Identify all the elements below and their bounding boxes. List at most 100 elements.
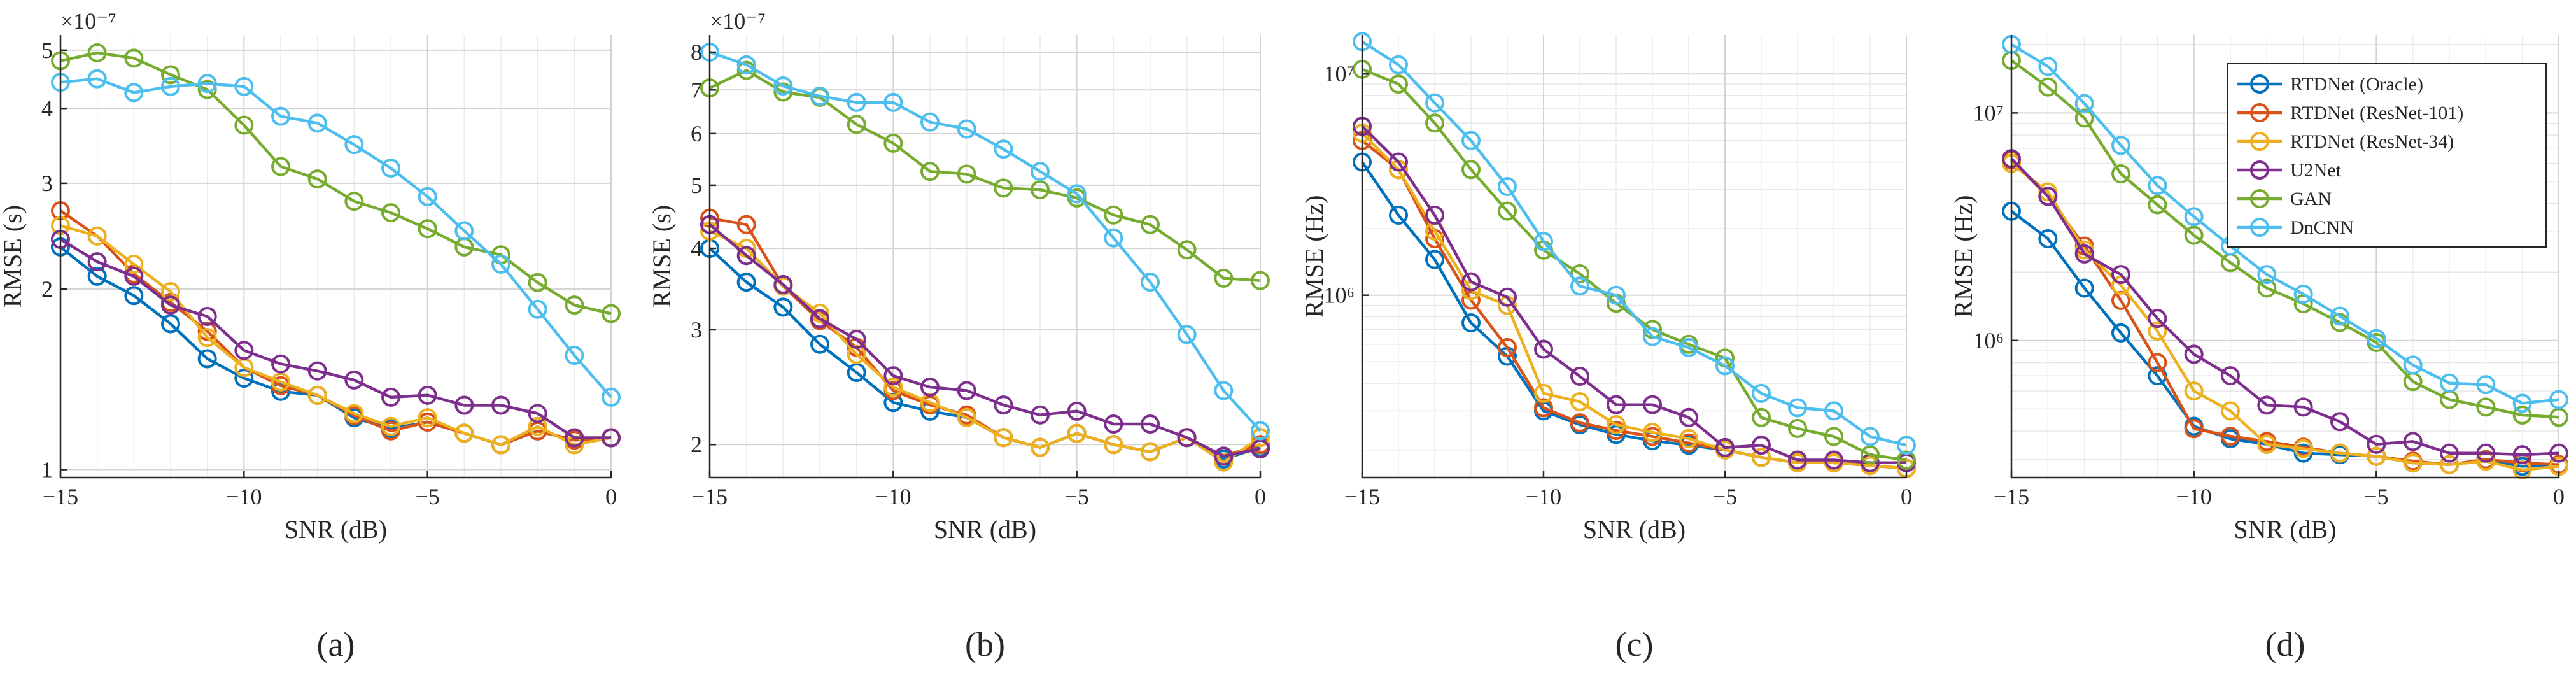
series-dncnn xyxy=(51,69,621,407)
data-point xyxy=(1788,450,1807,470)
data-point xyxy=(197,322,217,341)
data-point xyxy=(234,369,254,388)
data-point xyxy=(271,354,290,374)
series-dncnn xyxy=(1353,32,1916,455)
subplot-label: (d) xyxy=(2265,625,2305,663)
data-point xyxy=(602,304,621,323)
x-axis-label: SNR (dB) xyxy=(2234,515,2336,544)
data-point xyxy=(2403,432,2423,451)
data-point xyxy=(1177,428,1197,448)
data-point xyxy=(1104,228,1123,248)
data-point xyxy=(1752,383,1771,403)
data-point xyxy=(1425,250,1444,269)
data-point xyxy=(307,385,327,405)
legend-item: RTDNet (ResNet-101) xyxy=(2237,103,2463,124)
data-point xyxy=(528,299,547,319)
plot-area xyxy=(710,35,1260,478)
data-point xyxy=(2549,443,2568,463)
data-point xyxy=(1389,55,1408,74)
data-point xyxy=(124,286,144,306)
data-point xyxy=(994,428,1013,448)
legend-item: GAN xyxy=(2237,188,2332,209)
x-tick-label: −10 xyxy=(226,484,262,509)
data-point xyxy=(1461,131,1481,150)
data-point xyxy=(1104,435,1123,455)
legend-label: RTDNet (Oracle) xyxy=(2290,74,2423,95)
legend-swatch-marker xyxy=(2250,132,2269,151)
data-point xyxy=(736,273,756,292)
data-point xyxy=(847,92,866,112)
data-point xyxy=(491,254,510,274)
x-tick-label: −10 xyxy=(2176,484,2212,509)
data-point xyxy=(2148,195,2167,215)
data-point xyxy=(2038,77,2058,97)
series-line xyxy=(60,224,612,446)
data-point xyxy=(957,119,976,139)
data-point xyxy=(271,157,290,176)
data-point xyxy=(1067,184,1087,204)
series-dncnn xyxy=(700,42,1270,441)
data-point xyxy=(1607,414,1626,434)
data-point xyxy=(2549,390,2568,409)
data-point xyxy=(1141,414,1160,434)
series-u2net xyxy=(2002,149,2568,465)
data-point xyxy=(491,395,510,415)
data-point xyxy=(2293,397,2313,417)
data-point xyxy=(2111,136,2130,155)
data-point xyxy=(2184,225,2204,245)
legend-item: RTDNet (Oracle) xyxy=(2237,74,2423,95)
data-point xyxy=(2257,265,2277,285)
x-axis-label: SNR (dB) xyxy=(1583,515,1686,544)
x-tick-label: −10 xyxy=(875,484,911,509)
data-point xyxy=(565,295,584,315)
x-tick-label: 0 xyxy=(605,484,617,509)
grid xyxy=(1362,35,1907,478)
data-point xyxy=(197,328,217,348)
data-point xyxy=(87,43,107,62)
data-point xyxy=(1461,272,1481,292)
data-point xyxy=(602,387,621,407)
data-point xyxy=(1498,337,1517,357)
data-point xyxy=(1715,437,1735,457)
data-point xyxy=(810,309,829,329)
legend-swatch-marker xyxy=(2250,103,2269,122)
series-line xyxy=(1361,125,1906,464)
data-point xyxy=(1679,337,1698,357)
series-line xyxy=(1361,132,1907,470)
y-tick-label: 6 xyxy=(691,121,702,146)
data-point xyxy=(87,266,107,286)
data-point xyxy=(1067,423,1087,443)
legend-item: U2Net xyxy=(2237,160,2342,181)
data-point xyxy=(161,76,180,96)
data-point xyxy=(736,215,756,234)
series-gan xyxy=(51,43,621,323)
data-point xyxy=(2184,419,2204,439)
data-point xyxy=(197,74,217,94)
legend-swatch-marker xyxy=(2250,160,2269,180)
data-point xyxy=(2330,306,2349,326)
x-tick-label: −15 xyxy=(1994,484,2029,509)
data-point xyxy=(1824,427,1843,446)
data-point xyxy=(810,304,829,323)
data-point xyxy=(1251,439,1270,458)
legend-label: RTDNet (ResNet-101) xyxy=(2290,103,2463,124)
data-point xyxy=(1461,160,1481,180)
data-point xyxy=(1752,448,1771,467)
data-point xyxy=(883,377,903,397)
data-point xyxy=(418,385,437,405)
y-tick-label: 10⁷ xyxy=(1323,61,1355,87)
x-axis-label: SNR (dB) xyxy=(934,515,1036,544)
data-point xyxy=(528,404,547,423)
data-point xyxy=(454,423,474,443)
data-point xyxy=(2111,265,2130,285)
x-axis-label: SNR (dB) xyxy=(285,515,387,544)
series-line xyxy=(708,223,1261,458)
data-point xyxy=(124,254,144,274)
data-point xyxy=(2512,393,2532,413)
data-point xyxy=(2476,375,2496,395)
subplot-a: −15 −10 −5 0 1 2 3 4 5 ×10⁻⁷ SNR (dB) RMSE (s) (a) xyxy=(0,8,621,663)
series-line xyxy=(2010,162,2559,472)
x-tick-label: 0 xyxy=(2553,484,2565,509)
data-point xyxy=(2476,443,2496,463)
series-line xyxy=(60,77,612,399)
